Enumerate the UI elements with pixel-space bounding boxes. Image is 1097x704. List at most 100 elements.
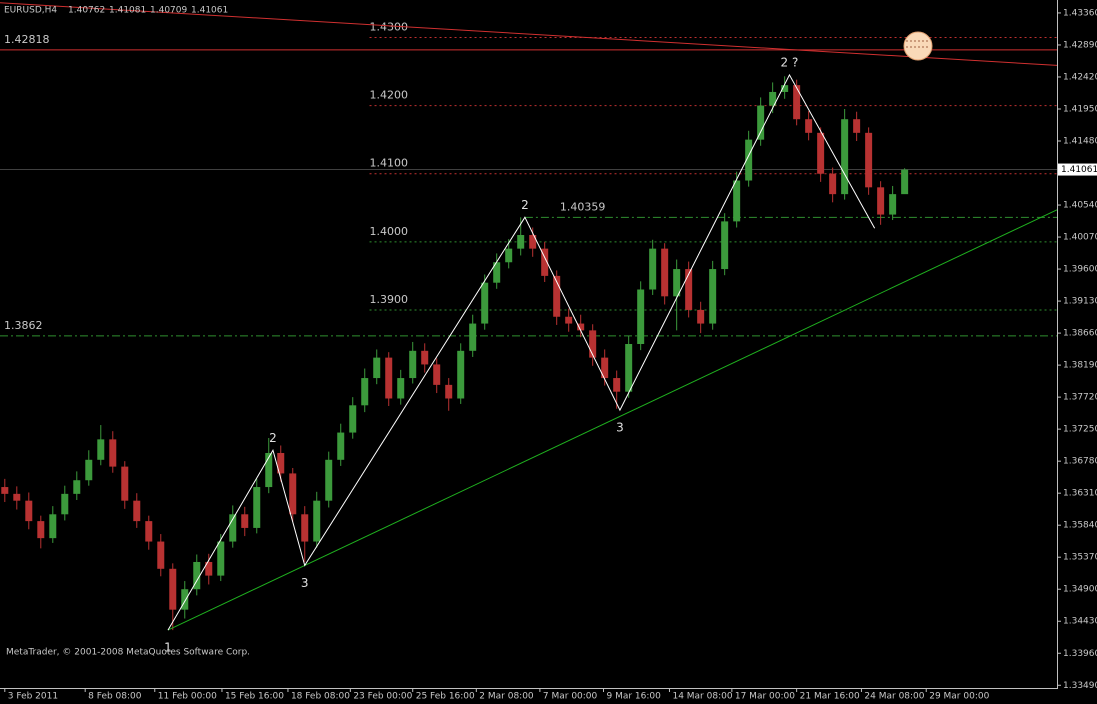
header-high: 1.41081: [109, 6, 146, 16]
y-tick-label: 1.35370: [1063, 553, 1097, 563]
wave-label: 1: [164, 641, 172, 655]
x-tick-label: 2 Mar 08:00: [479, 692, 534, 702]
candle-body: [865, 132, 873, 188]
candle-body: [553, 275, 561, 317]
y-tick-label: 1.38660: [1063, 329, 1097, 339]
y-tick-label: 1.33960: [1063, 649, 1097, 659]
candle-body: [769, 91, 777, 106]
y-tick-label: 1.39600: [1063, 265, 1097, 275]
header-close: 1.41061: [191, 6, 228, 16]
bid-box: [1058, 163, 1097, 176]
candle-body: [121, 466, 129, 501]
candle-body: [433, 364, 441, 385]
level-label: 1.4300: [370, 20, 409, 33]
candle-body: [805, 119, 813, 133]
header-open: 1.40762: [68, 6, 105, 16]
zigzag: [167, 73, 876, 631]
candle-body: [673, 269, 681, 297]
candle-body: [229, 514, 237, 542]
candle-body: [109, 439, 117, 467]
trendline: [0, 2, 1058, 66]
y-tick-label: 1.39130: [1063, 297, 1097, 307]
y-tick-label: 1.37720: [1063, 393, 1097, 403]
candle-body: [25, 500, 33, 522]
candle-body: [721, 221, 729, 270]
candle-body: [793, 85, 801, 120]
candle-body: [853, 119, 861, 133]
y-tick-label: 1.36780: [1063, 457, 1097, 467]
x-tick-label: 18 Feb 08:00: [291, 692, 350, 702]
copyright: MetaTrader, © 2001-2008 MetaQuotes Softw…: [6, 648, 250, 658]
y-tick-label: 1.35840: [1063, 521, 1097, 531]
candle-body: [217, 541, 225, 576]
levels: 1.4300 1.4200 1.4100 1.4000 1.3900 1.40359 1.4…: [0, 20, 1057, 337]
wave-label: 2: [521, 198, 529, 212]
level-label: 1.4000: [370, 225, 409, 238]
x-tick-label: 9 Mar 16:00: [606, 692, 661, 702]
y-tick-label: 1.38190: [1063, 361, 1097, 371]
candle-body: [457, 350, 465, 399]
candle-body: [301, 514, 309, 542]
candle-body: [361, 378, 369, 406]
x-tick-label: 25 Feb 16:00: [416, 692, 475, 702]
level-label: 1.40359: [560, 200, 606, 213]
y-tick-label: 1.42890: [1063, 40, 1097, 50]
candle-body: [601, 357, 609, 379]
candle-body: [421, 350, 429, 365]
x-tick-label: 23 Feb 00:00: [353, 692, 412, 702]
candle-body: [13, 493, 21, 501]
x-tick-label: 15 Feb 16:00: [225, 692, 284, 702]
icon-circle: [903, 31, 933, 61]
x-tick-label: 14 Mar 08:00: [672, 692, 732, 702]
trendline: [167, 209, 1058, 631]
candle-body: [73, 480, 81, 494]
candle-body: [733, 180, 741, 222]
candle-body: [541, 248, 549, 276]
candle-body: [193, 561, 201, 590]
candle-body: [157, 541, 165, 569]
candle-body: [565, 316, 573, 324]
y-tick-label: 1.33490: [1063, 681, 1097, 691]
candle-body: [349, 405, 357, 433]
candle-body: [277, 452, 285, 474]
sun-icon: [903, 31, 933, 61]
axes: 1.33490 1.33960 1.34430 1.34900 1.35370 1.358…: [4, 8, 1097, 702]
candle-body: [709, 269, 717, 324]
y-tick-label: 1.37250: [1063, 425, 1097, 435]
candle-body: [517, 235, 525, 249]
level-label: 1.42818: [4, 33, 50, 46]
candle-body: [661, 248, 669, 297]
level-label: 1.3900: [370, 293, 409, 306]
candle-body: [889, 194, 897, 215]
candle-body: [145, 521, 153, 542]
candle-body: [637, 289, 645, 344]
level-label: 1.4200: [370, 89, 409, 102]
candle-body: [61, 493, 69, 515]
candle-body: [325, 459, 333, 501]
candle-body: [37, 521, 45, 539]
candle-body: [757, 105, 765, 140]
candle-body: [397, 378, 405, 399]
candle-body: [781, 85, 789, 92]
candle-body: [445, 384, 453, 399]
candle-body: [529, 235, 537, 249]
y-tick-label: 1.36310: [1063, 489, 1097, 499]
candle-body: [313, 500, 321, 542]
x-tick-label: 29 Mar 00:00: [929, 692, 989, 702]
y-tick-label: 1.41480: [1063, 137, 1097, 147]
candle-body: [253, 487, 261, 528]
header-low: 1.40709: [150, 6, 187, 16]
candle-body: [493, 262, 501, 283]
x-tick-label: 21 Mar 16:00: [800, 692, 860, 702]
candle-body: [169, 568, 177, 610]
level-label: 1.4100: [370, 157, 409, 170]
candle-body: [49, 514, 57, 539]
wave-label: 2: [269, 431, 277, 445]
candle-body: [373, 357, 381, 379]
y-tick-label: 1.34900: [1063, 585, 1097, 595]
candle-body: [1, 487, 9, 494]
candle-body: [589, 330, 597, 358]
y-tick-label: 1.40540: [1063, 201, 1097, 211]
